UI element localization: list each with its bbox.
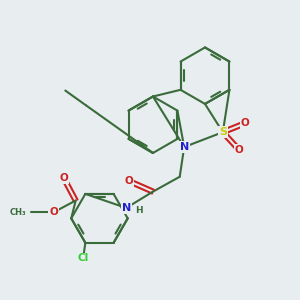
Text: O: O bbox=[59, 173, 68, 183]
Text: S: S bbox=[219, 127, 227, 137]
Text: O: O bbox=[125, 176, 134, 186]
Text: CH₃: CH₃ bbox=[10, 208, 27, 217]
Text: Cl: Cl bbox=[77, 254, 89, 263]
Text: O: O bbox=[241, 118, 250, 128]
Text: H: H bbox=[135, 206, 143, 215]
Text: N: N bbox=[180, 142, 189, 152]
Text: O: O bbox=[235, 145, 244, 155]
Text: N: N bbox=[122, 203, 131, 213]
Text: O: O bbox=[49, 207, 58, 218]
